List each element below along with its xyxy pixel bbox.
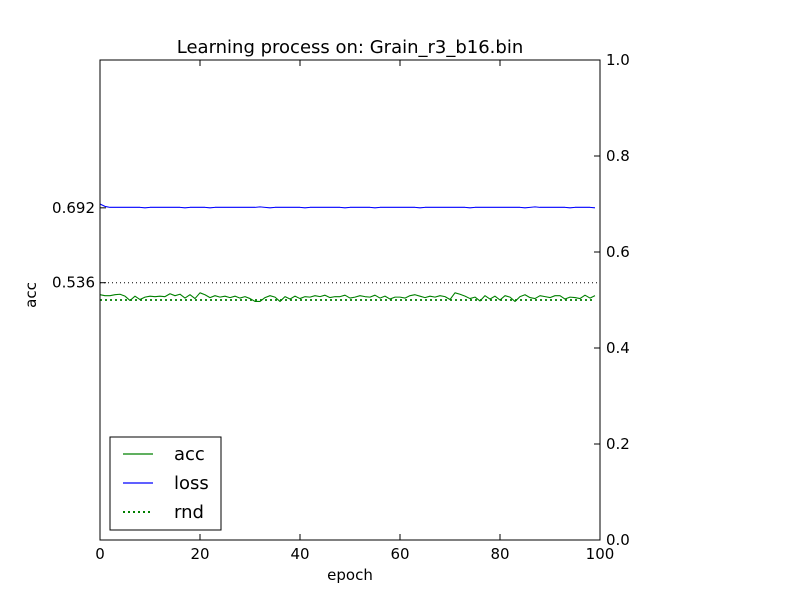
chart-title: Learning process on: Grain_r3_b16.bin [177, 37, 524, 58]
y2-tick-label: 0.6 [606, 243, 630, 261]
y2-tick-label: 0.0 [606, 531, 630, 549]
y-axis-label: acc [22, 282, 40, 308]
y2-tick-label: 0.2 [606, 435, 630, 453]
series-line-loss [99, 203, 596, 209]
y-tick-label: 0.692 [52, 199, 95, 217]
y2-tick-label: 0.4 [606, 339, 630, 357]
series-line-acc [99, 292, 596, 302]
x-tick-label: 0 [95, 545, 105, 563]
y2-tick-label: 0.8 [606, 147, 630, 165]
y-tick-label: 0.536 [52, 274, 95, 292]
x-tick-label: 100 [586, 545, 615, 563]
x-tick-label: 20 [190, 545, 209, 563]
legend-label-rnd: rnd [174, 502, 204, 523]
legend-label-loss: loss [174, 473, 209, 494]
plot-marks [99, 203, 600, 302]
legend: acc loss rnd [109, 436, 222, 531]
x-tick-label: 80 [490, 545, 509, 563]
legend-label-acc: acc [174, 444, 205, 465]
plot-frame [99, 59, 601, 541]
x-tick-label: 60 [390, 545, 409, 563]
x-axis-label: epoch [327, 566, 373, 584]
y2-tick-label: 1.0 [606, 51, 630, 69]
x-tick-label: 40 [290, 545, 309, 563]
